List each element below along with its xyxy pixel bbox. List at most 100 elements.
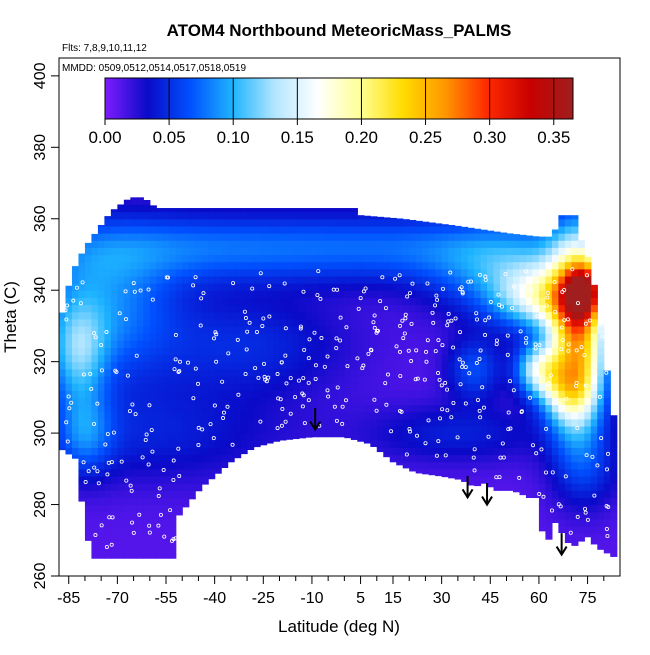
heatmap-cell [545,261,553,270]
heatmap-cell [65,290,73,298]
sample-point [605,533,610,538]
heatmap-cell [558,411,566,420]
heatmap-cell [221,383,229,391]
heatmap-cell [525,318,534,327]
sample-point [506,427,511,432]
sample-point [397,349,402,354]
heatmap-cell [467,483,475,486]
heatmap-cell [247,447,255,451]
heatmap-cell [590,411,598,420]
heatmap-cell [357,304,365,313]
heatmap-cell [97,504,105,513]
heatmap-cell [389,390,397,398]
sample-point [533,342,538,347]
heatmap-cell [396,240,404,248]
heatmap-cell [383,218,391,227]
heatmap-cell [584,375,592,384]
heatmap-cell [402,268,410,277]
heatmap-cell [590,461,598,470]
heatmap-cell [610,554,618,557]
heatmap-cell [130,240,138,248]
heatmap-cell [188,490,196,499]
heatmap-cell [253,247,261,256]
heatmap-cell [506,418,514,427]
heatmap-cell [564,318,572,327]
heatmap-cell [409,340,417,348]
heatmap-cell [337,354,345,363]
heatmap-cell [162,297,170,306]
heatmap-cell [532,397,540,406]
heatmap-cell [285,375,294,384]
heatmap-cell [59,333,67,341]
heatmap-cell [305,218,313,227]
heatmap-cell [441,225,449,234]
heatmap-cell [519,490,527,496]
heatmap-cell [590,354,598,363]
heatmap-cell [415,268,423,277]
heatmap-cell [110,497,118,506]
heatmap-cell [448,333,456,341]
heatmap-cell [506,468,514,477]
heatmap-cell [169,433,177,441]
sample-point [424,359,429,364]
heatmap-cell [97,411,105,420]
sample-point [595,463,600,468]
heatmap-cell [519,268,527,277]
heatmap-cell [71,333,80,341]
heatmap-cell [538,411,547,420]
heatmap-cell [448,368,456,377]
sample-point [322,364,327,369]
heatmap-cell [78,347,86,356]
heatmap-cell [285,347,294,356]
heatmap-cell [584,433,592,441]
heatmap-cell [538,504,547,513]
heatmap-cell [260,254,268,263]
heatmap-cell [415,247,423,256]
heatmap-cell [512,234,521,241]
heatmap-cell [435,261,443,270]
heatmap-cell [610,483,618,491]
heatmap-cell [538,236,547,241]
heatmap-cell [234,225,242,234]
heatmap-cell [123,461,131,470]
heatmap-cell [422,297,430,306]
heatmap-cell [91,425,99,434]
heatmap-cell [376,361,384,370]
heatmap-cell [110,297,118,306]
sample-point [409,321,414,326]
heatmap-cell [221,318,229,327]
heatmap-cell [422,461,430,470]
heatmap-cell [188,297,196,306]
heatmap-cell [247,311,255,320]
sample-point [405,294,410,299]
heatmap-cell [487,254,495,263]
heatmap-cell [130,268,138,277]
heatmap-cell [428,454,436,463]
heatmap-cell [337,397,345,406]
heatmap-cell [454,425,462,434]
heatmap-cell [603,497,611,506]
heatmap-cell [577,390,585,398]
sample-point [137,512,142,517]
heatmap-cell [337,247,345,256]
heatmap-cell [208,208,216,213]
heatmap-cell [298,233,307,241]
heatmap-cell [260,383,268,391]
heatmap-cell [143,218,151,227]
heatmap-cell [597,547,605,550]
heatmap-cell [610,525,618,534]
heatmap-cell [558,240,566,248]
sample-point [105,472,110,477]
heatmap-cell [162,547,170,556]
heatmap-cell [279,425,287,434]
sample-point [103,442,108,447]
heatmap-cell [175,454,183,463]
heatmap-cell [162,361,170,370]
heatmap-cell [110,354,118,363]
heatmap-cell [409,311,417,320]
heatmap-cell [525,461,534,470]
heatmap-cell [123,383,131,391]
heatmap-cell [175,411,183,420]
heatmap-cell [512,361,521,370]
heatmap-cell [590,447,598,456]
